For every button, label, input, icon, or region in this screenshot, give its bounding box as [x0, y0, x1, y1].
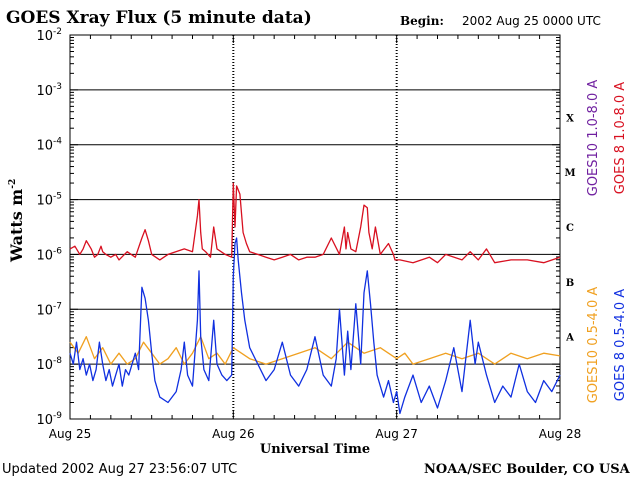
y-tick-label: 10-6	[36, 246, 62, 263]
y-tick-exp: -8	[53, 356, 62, 366]
y-tick-labels: 10-210-310-410-510-610-710-810-9	[36, 27, 62, 428]
series-layer	[69, 182, 561, 415]
x-axis-label: Universal Time	[260, 442, 370, 457]
y-tick-exp: -9	[53, 411, 62, 421]
flare-class-label: C	[566, 223, 574, 234]
y-axis-label: Watts m-2	[7, 179, 26, 263]
y-tick-base: 10	[36, 248, 53, 263]
y-tick-exp: -7	[53, 301, 62, 311]
y-tick-label: 10-2	[36, 27, 62, 44]
legend-entry: GOES 8 1.0-8.0 A	[613, 82, 628, 194]
y-tick-label: 10-7	[36, 301, 62, 318]
y-tick-base: 10	[36, 29, 53, 44]
flare-class-labels: X M C B A	[564, 113, 575, 343]
y-tick-label: 10-5	[36, 192, 62, 209]
x-tick-label: Aug 27	[375, 427, 418, 441]
flare-class-label: M	[564, 168, 575, 179]
updated-text: Updated 2002 Aug 27 23:56:07 UTC	[2, 462, 237, 477]
y-tick-exp: -5	[53, 192, 62, 202]
y-tick-base: 10	[36, 84, 53, 99]
plot-frame	[69, 34, 561, 420]
chart-title: GOES Xray Flux (5 minute data)	[6, 8, 312, 28]
legend: GOES10 1.0-8.0 A GOES 8 1.0-8.0 A GOES10 0…	[586, 80, 628, 404]
y-tick-exp: -3	[53, 82, 62, 92]
y-tick-base: 10	[36, 303, 53, 318]
legend-entry: GOES10 1.0-8.0 A	[586, 80, 601, 197]
series-line	[69, 237, 561, 415]
series-line	[69, 336, 561, 365]
y-tick-label: 10-3	[36, 82, 62, 99]
begin-value: 2002 Aug 25 0000 UTC	[462, 14, 601, 28]
y-tick-label: 10-8	[36, 356, 62, 373]
y-tick-base: 10	[36, 413, 53, 428]
credit-text: NOAA/SEC Boulder, CO USA	[424, 462, 631, 477]
series-line	[69, 182, 561, 264]
legend-entry: GOES 8 0.5-4.0 A	[613, 289, 628, 401]
x-tick-label: Aug 26	[212, 427, 255, 441]
axis-ticks	[69, 34, 561, 420]
flare-class-label: A	[565, 333, 574, 344]
y-axis-label-base: Watts m	[7, 189, 26, 263]
x-tick-label: Aug 28	[539, 427, 582, 441]
y-tick-exp: -6	[53, 246, 62, 256]
y-tick-base: 10	[36, 139, 53, 154]
y-axis-label-exp: -2	[8, 179, 18, 189]
y-tick-exp: -4	[53, 137, 62, 147]
x-tick-label: Aug 25	[49, 427, 92, 441]
begin-label: Begin:	[400, 14, 444, 28]
flare-class-label: X	[566, 113, 574, 124]
flare-class-label: B	[566, 278, 574, 289]
y-tick-label: 10-9	[36, 411, 62, 428]
y-tick-label: 10-4	[36, 137, 62, 154]
y-tick-base: 10	[36, 194, 53, 209]
legend-entry: GOES10 0.5-4.0 A	[586, 287, 601, 404]
y-tick-base: 10	[36, 358, 53, 373]
x-tick-labels: Aug 25 Aug 26 Aug 27 Aug 28	[49, 427, 582, 441]
y-tick-exp: -2	[53, 27, 62, 37]
